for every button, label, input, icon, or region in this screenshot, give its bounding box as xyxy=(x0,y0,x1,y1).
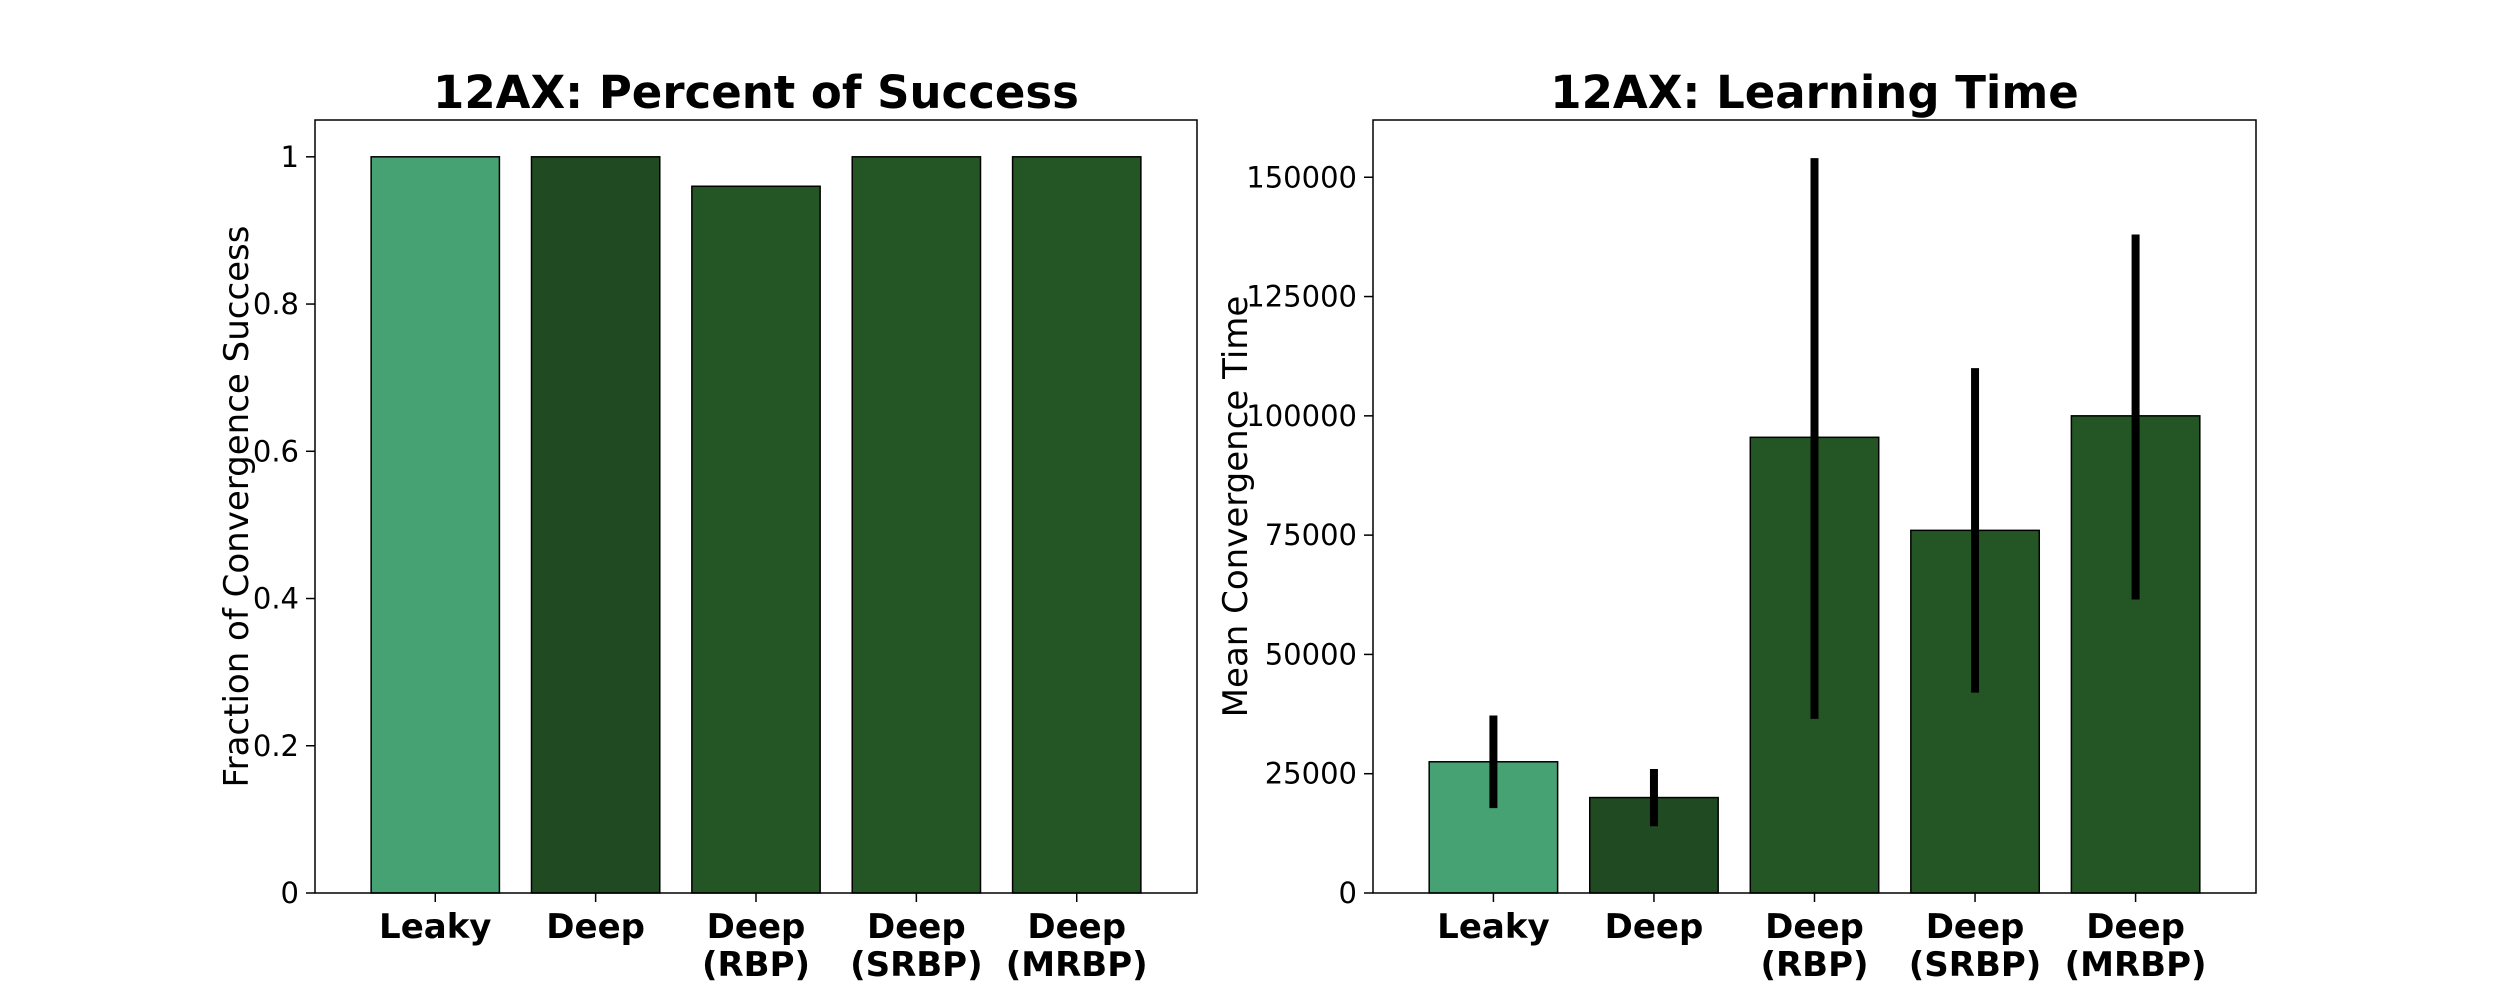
y-axis-label: Mean Convergence Time xyxy=(1216,296,1256,718)
y-tick-label: 0.6 xyxy=(253,434,299,468)
y-tick-label: 50000 xyxy=(1265,637,1357,671)
bar-5 xyxy=(1011,156,1142,894)
success-chart: 12AX: Percent of Success Fraction of Conv… xyxy=(217,66,1198,985)
y-tick-label: 0.8 xyxy=(253,287,299,321)
x-tick-label: Deep (RBP) xyxy=(1760,907,1868,985)
x-tick-label: Leaky xyxy=(379,907,491,947)
bar-4 xyxy=(851,156,982,894)
y-tick-label: 75000 xyxy=(1265,518,1357,552)
y-tick-label: 125000 xyxy=(1246,280,1357,314)
x-tick-label: Leaky xyxy=(1437,907,1549,947)
x-tick-label: Deep xyxy=(1605,907,1704,947)
y-tick-label: 150000 xyxy=(1246,160,1357,194)
y-tick-label: 25000 xyxy=(1265,757,1357,791)
y-axis-label: Fraction of Convergence Success xyxy=(217,226,257,788)
bar-3 xyxy=(691,185,821,894)
x-tick-label: Deep (SRBP) xyxy=(850,907,983,985)
y-tick-label: 0.2 xyxy=(253,729,299,763)
y-tick-label: 0 xyxy=(1339,876,1357,910)
learning-time-chart: 12AX: Learning Time Mean Convergence Time… xyxy=(1216,66,2257,985)
bar-1 xyxy=(370,156,501,894)
y-tick-label: 0 xyxy=(281,876,299,910)
y-tick-label: 100000 xyxy=(1246,399,1357,433)
x-tick-label: Deep (MRBP) xyxy=(1006,907,1148,985)
chart-title: 12AX: Learning Time xyxy=(1550,66,2078,119)
bar-2 xyxy=(530,156,661,894)
x-tick-label: Deep (SRBP) xyxy=(1909,907,2042,985)
chart-title: 12AX: Percent of Success xyxy=(433,66,1079,119)
y-tick-label: 1 xyxy=(281,140,299,174)
x-tick-label: Deep (MRBP) xyxy=(2065,907,2207,985)
y-tick-label: 0.4 xyxy=(253,582,299,616)
x-tick-label: Deep (RBP) xyxy=(702,907,810,985)
x-tick-label: Deep xyxy=(546,907,645,947)
